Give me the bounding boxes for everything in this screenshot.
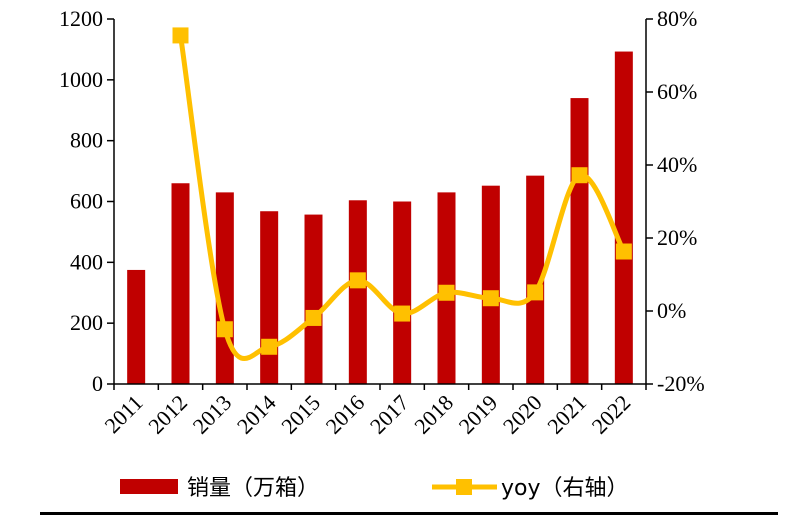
bar-2015 — [304, 214, 323, 384]
legend-label-yoy: yoy（右轴） — [501, 476, 629, 501]
left-tick-label: 200 — [70, 310, 103, 335]
x-tick-label: 2017 — [365, 390, 414, 439]
yoy-line-series — [172, 27, 632, 361]
right-tick-label: 20% — [657, 225, 697, 250]
bar-2016 — [348, 200, 367, 384]
x-tick-label: 2019 — [454, 390, 503, 439]
x-tick-label: 2021 — [542, 390, 591, 439]
right-tick-label: 80% — [657, 6, 697, 31]
yoy-marker-2017 — [394, 305, 411, 322]
legend-label-sales: 销量（万箱） — [187, 476, 319, 501]
bottom-rule — [40, 512, 778, 515]
legend-swatch-yoy-marker — [456, 479, 472, 495]
left-tick-label: 600 — [70, 189, 103, 214]
yoy-marker-2022 — [615, 243, 632, 260]
yoy-marker-2015 — [305, 309, 322, 326]
bar-2012 — [171, 183, 190, 384]
chart-legend: 销量（万箱） yoy（右轴） — [120, 476, 629, 501]
x-tick-label: 2013 — [188, 390, 237, 439]
bar-2020 — [526, 175, 545, 384]
right-tick-label: 40% — [657, 152, 697, 177]
chart-axes: 0 200 400 600 800 1000 1200 -20% 0% 20% 40% 60% 80% 2… — [59, 6, 705, 439]
left-tick-label: 1200 — [59, 6, 103, 31]
bar-2014 — [260, 211, 279, 384]
yoy-marker-2021 — [571, 167, 588, 184]
right-tick-label: 60% — [657, 79, 697, 104]
yoy-marker-2016 — [349, 272, 366, 289]
yoy-marker-2014 — [261, 338, 278, 355]
left-tick-label: 0 — [92, 371, 103, 396]
yoy-marker-2018 — [438, 284, 455, 301]
x-tick-label: 2014 — [232, 390, 281, 439]
x-tick-label: 2022 — [587, 390, 636, 439]
x-tick-label: 2016 — [321, 390, 370, 439]
x-tick-label: 2018 — [409, 390, 458, 439]
yoy-marker-2019 — [482, 290, 499, 307]
x-tick-label: 2012 — [143, 390, 192, 439]
bar-2011 — [127, 269, 146, 384]
yoy-marker-2013 — [216, 321, 233, 338]
x-tick-label: 2011 — [99, 390, 147, 438]
left-tick-label: 1000 — [59, 67, 103, 92]
bar-2021 — [570, 98, 589, 384]
right-tick-label: -20% — [657, 371, 705, 396]
right-tick-label: 0% — [657, 298, 686, 323]
bar-2017 — [393, 201, 412, 384]
yoy-marker-2012 — [172, 27, 189, 44]
bar-2019 — [481, 185, 500, 384]
yoy-marker-2020 — [527, 284, 544, 301]
x-tick-label: 2020 — [498, 390, 547, 439]
left-tick-label: 800 — [70, 128, 103, 153]
x-tick-label: 2015 — [276, 390, 325, 439]
legend-swatch-sales — [120, 479, 178, 494]
bar-2022 — [614, 51, 633, 384]
left-tick-label: 400 — [70, 249, 103, 274]
